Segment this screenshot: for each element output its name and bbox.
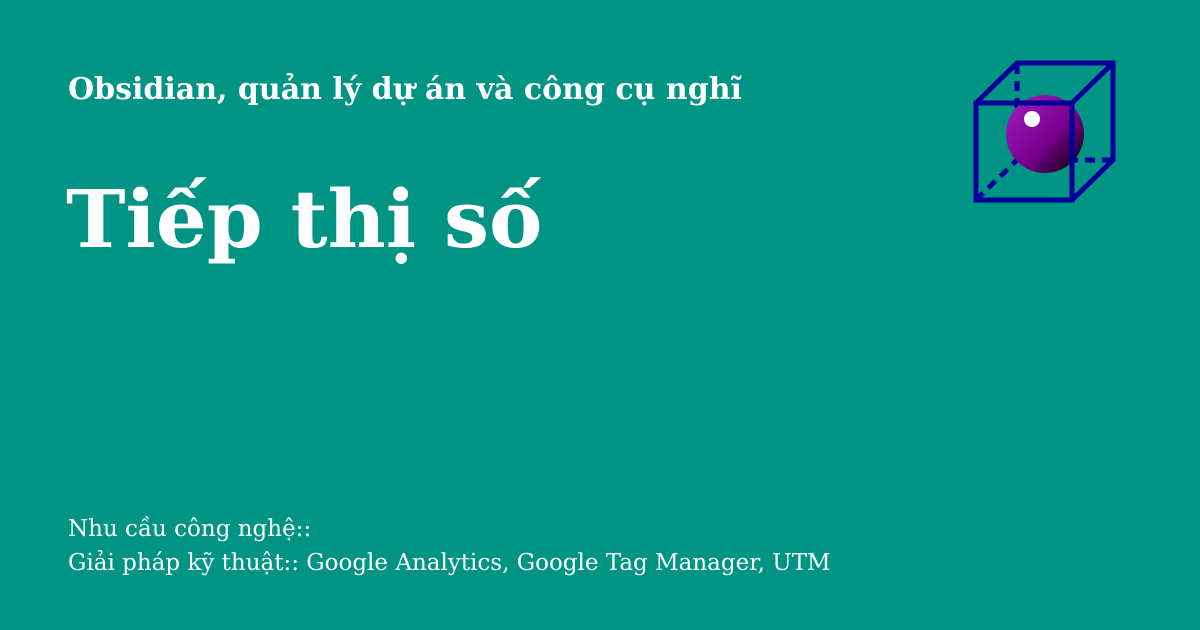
highlight: [1024, 111, 1040, 127]
site-title: Obsidian, quản lý dự án và công cụ nghĩ: [68, 72, 742, 107]
description-line: Giải pháp kỹ thuật:: Google Analytics, G…: [68, 550, 831, 576]
description: Nhu cầu công nghệ:: Giải pháp kỹ thuật::…: [68, 512, 868, 580]
page-title: Tiếp thị số: [66, 172, 543, 266]
logo: [973, 60, 1116, 203]
description-line: Nhu cầu công nghệ::: [68, 516, 312, 542]
